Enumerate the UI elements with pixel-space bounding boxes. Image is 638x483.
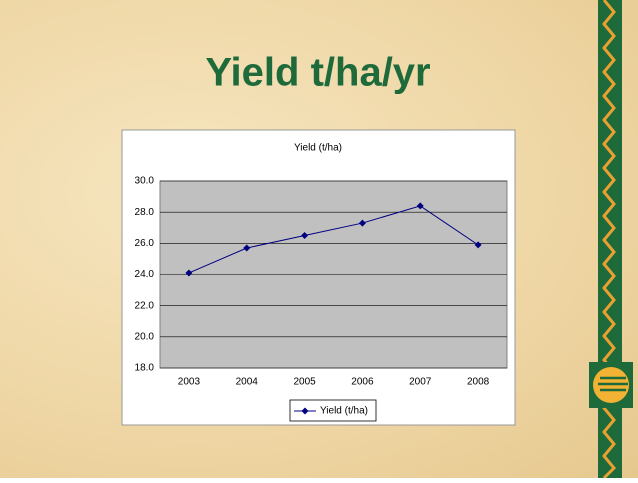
point-marker (358, 219, 366, 227)
x-tick-label: 2004 (236, 377, 259, 388)
point-marker (243, 244, 251, 252)
y-tick-label: 26.0 (135, 238, 155, 249)
y-tick-label: 22.0 (135, 300, 155, 311)
x-tick-label: 2005 (293, 377, 316, 388)
point-marker (416, 202, 424, 210)
y-tick-label: 30.0 (135, 176, 155, 187)
slide-title: Yield t/ha/yr (205, 51, 430, 95)
series-line (188, 205, 479, 274)
x-tick-label: 2006 (351, 377, 374, 388)
chart-title: Yield (t/ha) (294, 143, 342, 154)
point-marker (185, 269, 193, 277)
x-tick-label: 2003 (178, 377, 201, 388)
point-marker (474, 241, 482, 249)
point-marker (301, 232, 309, 240)
y-tick-label: 18.0 (135, 363, 155, 374)
y-tick-label: 20.0 (135, 331, 155, 342)
x-tick-label: 2008 (467, 377, 490, 388)
legend-label: Yield (t/ha) (320, 406, 368, 417)
legend-marker (301, 407, 309, 415)
logo-lines (598, 376, 628, 392)
legend-box (289, 399, 377, 422)
x-tick-label: 2007 (409, 377, 432, 388)
y-tick-label: 24.0 (135, 269, 155, 280)
y-tick-label: 28.0 (135, 207, 155, 218)
